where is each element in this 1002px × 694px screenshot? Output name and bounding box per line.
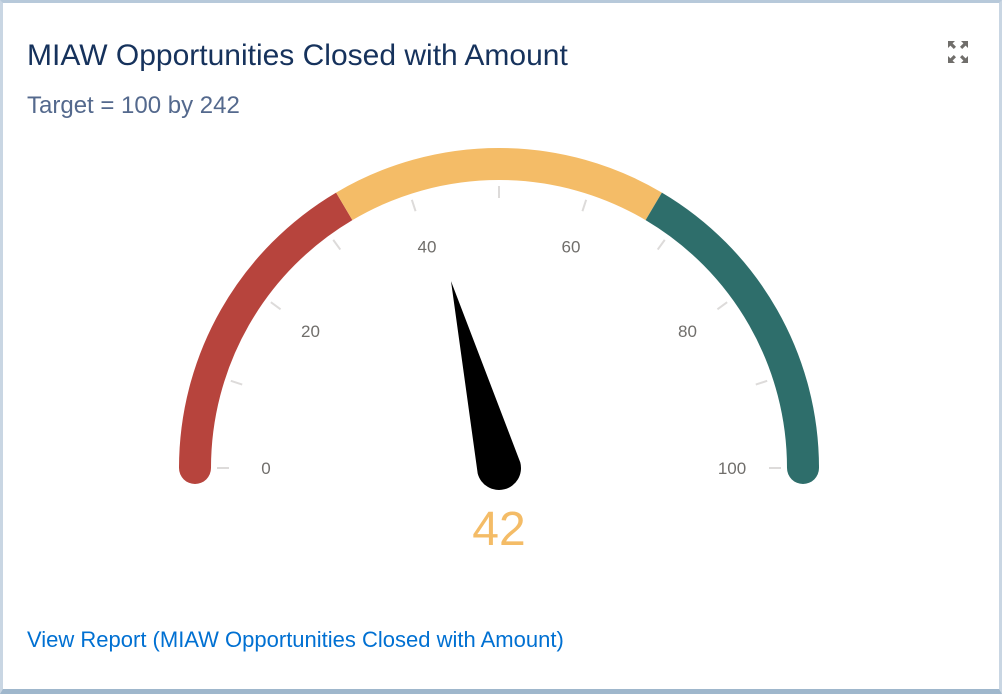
gauge-band-3	[645, 192, 819, 469]
gauge-value-label: 42	[472, 503, 525, 556]
expand-icon	[948, 41, 968, 63]
gauge-band-2	[336, 148, 662, 221]
gauge-band-end-cap	[787, 452, 819, 484]
gauge-tick	[230, 379, 243, 386]
gauge-tick	[270, 301, 282, 311]
gauge-tick-label: 80	[678, 322, 697, 341]
gauge-tick	[332, 239, 342, 251]
gauge-needle	[451, 281, 521, 490]
gauge-tick-label: 100	[718, 459, 746, 478]
gauge-tick-label: 0	[261, 459, 270, 478]
gauge-band-start-cap	[179, 452, 211, 484]
gauge-tick	[410, 199, 417, 212]
gauge-tick	[656, 239, 666, 251]
gauge-chart: 0 20 40 60 80 100 42	[179, 148, 819, 556]
gauge-tick-label: 40	[418, 237, 437, 256]
gauge-tick-label: 20	[301, 322, 320, 341]
gauge-tick	[716, 301, 728, 311]
card-title: MIAW Opportunities Closed with Amount	[27, 39, 568, 72]
gauge-band-1	[179, 192, 353, 469]
view-report-link[interactable]: View Report (MIAW Opportunities Closed w…	[27, 627, 564, 652]
gauge-tick-label: 60	[562, 237, 581, 256]
gauge-tick	[755, 379, 768, 386]
gauge-tick	[581, 199, 588, 212]
expand-button[interactable]	[943, 37, 973, 67]
card-subtitle: Target = 100 by 242	[27, 92, 240, 119]
